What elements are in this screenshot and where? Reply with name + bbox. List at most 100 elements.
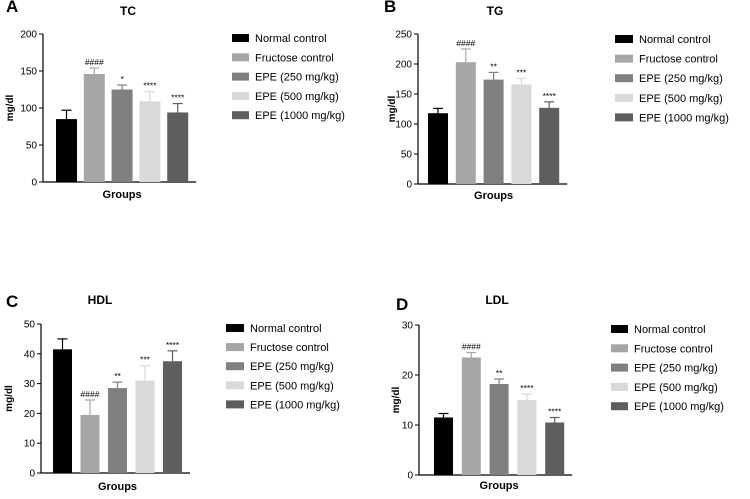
chart-panel-c: C HDL 0 10 20 30 40 50 mg/dl Groups #### ** *** **** N… bbox=[0, 285, 375, 499]
x-axis-label-tg: Groups bbox=[474, 190, 513, 202]
y-tick-label-tg: 150 bbox=[395, 90, 412, 101]
legend-entry-tg-5: EPE (1000 mg/kg) bbox=[639, 112, 729, 124]
y-tick-label-hdl: 0 bbox=[29, 469, 35, 480]
legend-swatch-tc-4 bbox=[232, 91, 249, 100]
y-axis-label-tg: mg/dl bbox=[387, 95, 398, 122]
legend-entry-ldl-3: EPE (250 mg/kg) bbox=[634, 363, 718, 375]
y-tick-label-tg: 200 bbox=[395, 60, 412, 71]
chart-title-hdl: HDL bbox=[88, 293, 113, 307]
significance-label-tc-3: * bbox=[120, 74, 124, 84]
legend-swatch-tg-4 bbox=[615, 93, 633, 102]
chart-panel-d: D LDL 0 10 20 30 mg/dl Groups #### ** **** **** Norm… bbox=[375, 285, 750, 499]
chart-panel-b: B TG 0 50 100 150 200 250 mg/dl Groups #### ** *** **… bbox=[375, 0, 750, 240]
bar-tg-5 bbox=[539, 107, 560, 184]
legend-swatch-hdl-2 bbox=[226, 343, 244, 352]
bar-ldl-3 bbox=[489, 384, 509, 475]
legend-entry-ldl-1: Normal control bbox=[634, 324, 706, 336]
y-tick-label-tc: 50 bbox=[26, 141, 38, 152]
bar-tg-1 bbox=[428, 113, 448, 184]
y-tick-label-tg: 0 bbox=[406, 180, 412, 191]
x-axis-label-ldl: Groups bbox=[480, 480, 519, 492]
legend-swatch-tc-2 bbox=[232, 53, 249, 62]
legend-swatch-tg-2 bbox=[615, 54, 633, 63]
legend-entry-hdl-5: EPE (1000 mg/kg) bbox=[250, 399, 340, 411]
legend-swatch-tc-1 bbox=[232, 34, 249, 42]
legend-swatch-tg-3 bbox=[615, 74, 633, 83]
y-tick-label-hdl: 30 bbox=[24, 379, 36, 390]
y-axis-label-hdl: mg/dl bbox=[4, 385, 15, 412]
legend-entry-hdl-3: EPE (250 mg/kg) bbox=[250, 361, 334, 373]
bar-ldl-5 bbox=[545, 422, 565, 475]
panel-letter-ldl: D bbox=[396, 295, 408, 314]
legend-swatch-tc-3 bbox=[232, 72, 249, 81]
y-tick-label-tg: 250 bbox=[395, 30, 412, 41]
significance-label-tg-4: *** bbox=[516, 67, 527, 77]
legend-swatch-tg-5 bbox=[615, 113, 633, 122]
y-tick-label-hdl: 40 bbox=[24, 349, 36, 360]
significance-label-hdl-2: #### bbox=[81, 389, 100, 399]
legend-entry-ldl-2: Fructose control bbox=[634, 343, 713, 355]
chart-svg-tc: A TC050100150200mg/dlGroups####*********N… bbox=[5, 0, 345, 201]
bar-tg-3 bbox=[483, 79, 504, 184]
bar-tg-4 bbox=[511, 84, 532, 184]
y-axis-label-ldl: mg/dl bbox=[391, 386, 402, 413]
y-tick-label-tc: 150 bbox=[20, 67, 37, 78]
bar-tc-4 bbox=[139, 101, 161, 182]
legend-swatch-ldl-2 bbox=[611, 344, 628, 353]
legend-entry-tc-2: Fructose control bbox=[255, 52, 334, 64]
legend-entry-tc-4: EPE (500 mg/kg) bbox=[255, 91, 339, 103]
significance-label-tg-5: **** bbox=[543, 91, 557, 101]
significance-label-hdl-5: **** bbox=[166, 340, 180, 350]
significance-label-tc-2: #### bbox=[85, 57, 104, 67]
chart-panel-a: A TC 0 50 100 150 200 mg/dl Groups #### * **** **** N… bbox=[0, 0, 375, 240]
legend-swatch-ldl-5 bbox=[611, 402, 628, 411]
significance-label-tc-4: **** bbox=[143, 81, 157, 91]
y-tick-label-hdl: 50 bbox=[24, 320, 36, 331]
bar-tc-2 bbox=[83, 73, 105, 182]
panel-letter-tc: A bbox=[6, 0, 18, 16]
bar-hdl-4 bbox=[135, 380, 155, 473]
y-tick-label-tc: 100 bbox=[20, 104, 37, 115]
panel-letter-hdl: C bbox=[6, 292, 18, 311]
y-axis-label-tc: mg/dl bbox=[5, 94, 16, 121]
legend-entry-tg-1: Normal control bbox=[639, 34, 711, 46]
y-tick-label-tc: 0 bbox=[31, 178, 37, 189]
bar-ldl-4 bbox=[517, 400, 537, 475]
bar-hdl-3 bbox=[108, 388, 127, 473]
legend-swatch-hdl-4 bbox=[226, 381, 244, 390]
bar-ldl-1 bbox=[434, 417, 453, 475]
y-tick-label-tc: 200 bbox=[20, 30, 37, 41]
legend-swatch-ldl-1 bbox=[611, 325, 628, 333]
bar-ldl-2 bbox=[461, 357, 481, 475]
legend-swatch-ldl-4 bbox=[611, 382, 628, 391]
chart-title-ldl: LDL bbox=[485, 293, 508, 307]
legend-swatch-hdl-5 bbox=[226, 400, 244, 409]
chart-svg-ldl: D LDL0102030mg/dlGroups####**********Norm… bbox=[391, 293, 724, 492]
significance-label-tg-2: #### bbox=[456, 38, 475, 48]
bar-hdl-1 bbox=[53, 349, 72, 473]
legend-swatch-hdl-1 bbox=[226, 324, 244, 332]
significance-label-ldl-2: #### bbox=[462, 342, 481, 352]
legend-entry-hdl-1: Normal control bbox=[250, 323, 322, 335]
legend-swatch-tg-1 bbox=[615, 35, 633, 43]
chart-title-tc: TC bbox=[120, 4, 136, 18]
legend-entry-ldl-4: EPE (500 mg/kg) bbox=[634, 382, 718, 394]
significance-label-ldl-4: **** bbox=[520, 383, 534, 393]
y-tick-label-ldl: 10 bbox=[402, 421, 414, 432]
chart-svg-tg: B TG050100150200250mg/dlGroups####*******… bbox=[384, 0, 729, 202]
legend-entry-tg-2: Fructose control bbox=[639, 54, 718, 66]
panel-letter-tg: B bbox=[384, 0, 396, 16]
legend-entry-tc-1: Normal control bbox=[255, 33, 327, 45]
y-tick-label-ldl: 0 bbox=[407, 471, 413, 482]
bar-tc-3 bbox=[111, 89, 133, 182]
significance-label-hdl-4: *** bbox=[140, 355, 151, 365]
significance-label-hdl-3: ** bbox=[114, 371, 121, 381]
bar-hdl-5 bbox=[163, 361, 182, 473]
significance-label-ldl-3: ** bbox=[496, 368, 503, 378]
chart-svg-hdl: C HDL01020304050mg/dlGroups####*********N… bbox=[4, 292, 340, 493]
legend-swatch-ldl-3 bbox=[611, 363, 628, 372]
bar-tc-1 bbox=[56, 119, 77, 182]
chart-title-tg: TG bbox=[487, 4, 504, 18]
legend-entry-ldl-5: EPE (1000 mg/kg) bbox=[634, 401, 724, 413]
significance-label-tc-5: **** bbox=[171, 93, 185, 103]
